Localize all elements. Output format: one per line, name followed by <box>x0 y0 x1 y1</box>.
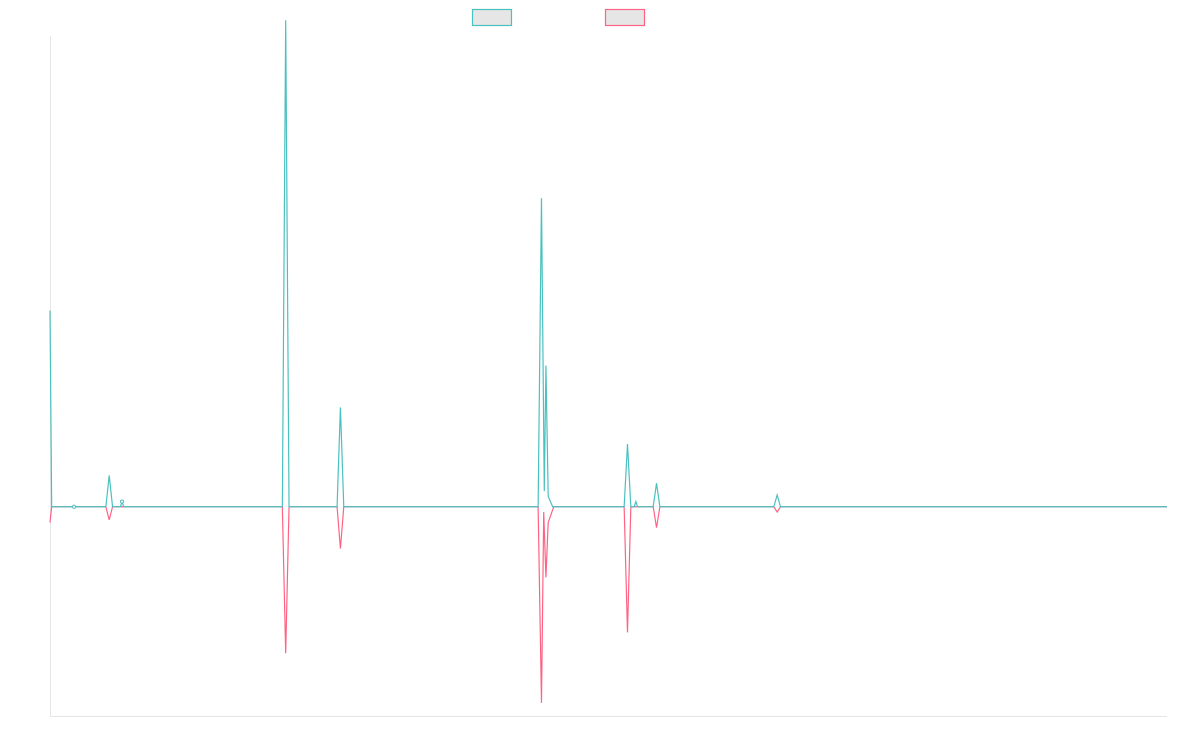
axes <box>50 36 1167 717</box>
series-line-1 <box>49 20 1167 508</box>
legend-swatch-series-2[interactable] <box>604 8 646 27</box>
data-point-marker <box>71 504 77 509</box>
legend <box>471 8 646 27</box>
legend-swatch-series-1[interactable] <box>471 8 513 27</box>
data-point-marker <box>119 499 125 504</box>
plot-area <box>49 20 1167 703</box>
series-line-2 <box>49 506 1167 703</box>
